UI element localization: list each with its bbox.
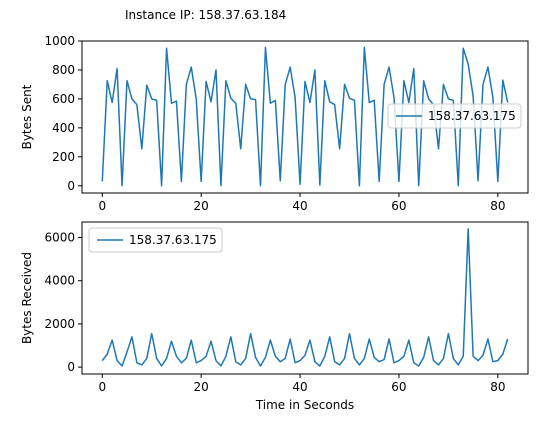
bytes-sent-legend-label: 158.37.63.175 [428,109,516,123]
bytes-received-series-line [101,228,509,367]
bytes-sent-x-tick-label: 80 [490,199,505,213]
bytes-received-y-tick-label: 2000 [44,317,75,331]
bytes-received-x-tick-label: 40 [292,380,307,394]
bytes-sent-y-tick-label: 200 [52,150,75,164]
bytes-received-legend-label: 158.37.63.175 [129,233,217,247]
bytes-received-x-tick-label: 20 [194,380,209,394]
bytes-received-panel: 0 20 40 60 80 0 2000 4000 6000 Bytes Received Time… [20,221,529,412]
bytes-sent-x-tick-label: 60 [391,199,406,213]
bytes-sent-x-tick-label: 40 [292,199,307,213]
bytes-received-y-tick-label: 6000 [44,231,75,245]
bytes-received-y-tick-label: 4000 [44,274,75,288]
figure-title: Instance IP: 158.37.63.184 [125,8,286,22]
bytes-sent-x-tick-label: 0 [98,199,106,213]
bytes-sent-y-tick-label: 400 [52,121,75,135]
bytes-received-x-tick-label: 0 [98,380,106,394]
bytes-received-legend-box [88,227,223,253]
bytes-sent-plot-frame [81,40,529,194]
bytes-received-y-axis-label: Bytes Received [20,252,34,344]
bytes-received-y-tick-label: 0 [67,360,75,374]
bytes-sent-y-tick-label: 1000 [44,34,75,48]
bytes-sent-y-axis-label: Bytes Sent [20,84,34,149]
bytes-sent-legend-box [387,103,522,129]
bytes-sent-y-tick-label: 0 [67,179,75,193]
bytes-received-plot-frame [81,221,529,375]
bytes-received-x-tick-label: 60 [391,380,406,394]
bytes-sent-x-tick-label: 20 [194,199,209,213]
bytes-received-x-tick-label: 80 [490,380,505,394]
bytes-sent-y-tick-label: 600 [52,92,75,106]
bytes-sent-y-tick-label: 800 [52,63,75,77]
bytes-received-x-axis-label: Time in Seconds [255,398,354,412]
